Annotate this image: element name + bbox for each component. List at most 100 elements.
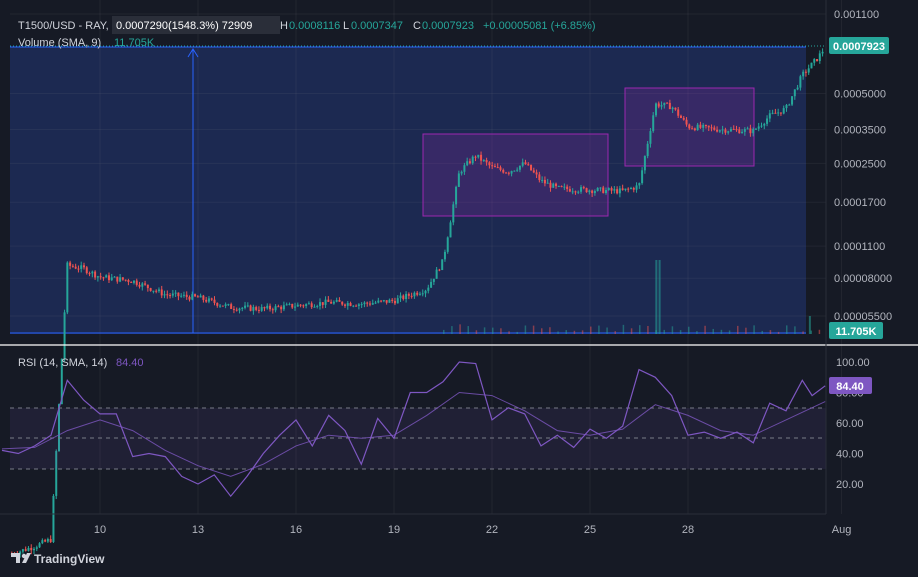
candle-body bbox=[169, 295, 172, 297]
volume-bar bbox=[761, 330, 763, 334]
candle-body bbox=[416, 292, 419, 295]
candle-body bbox=[399, 295, 402, 299]
candle-body bbox=[124, 279, 127, 281]
candle-body bbox=[235, 309, 238, 311]
candle-body bbox=[543, 179, 546, 184]
candle-body bbox=[682, 117, 685, 120]
candle-body bbox=[480, 154, 483, 161]
candle-body bbox=[60, 358, 63, 405]
range-box-1[interactable] bbox=[422, 133, 609, 217]
candle-body bbox=[196, 296, 199, 298]
candle-body bbox=[557, 185, 560, 187]
candle-body bbox=[30, 547, 33, 551]
candle-body bbox=[552, 183, 555, 188]
candle-body bbox=[271, 309, 274, 311]
candle-body bbox=[530, 164, 533, 171]
candle-body bbox=[638, 183, 641, 186]
volume-bar bbox=[769, 330, 772, 334]
candle-body bbox=[810, 62, 813, 69]
candle-body bbox=[729, 128, 732, 132]
legend-volume-label[interactable]: Volume (SMA, 9) bbox=[18, 37, 101, 49]
candle-body bbox=[241, 307, 244, 309]
candle-body bbox=[435, 269, 438, 279]
volume-bar bbox=[728, 330, 731, 334]
candle-body bbox=[752, 128, 755, 134]
candle-body bbox=[763, 123, 766, 126]
price-tick-label: 0.0005000 bbox=[834, 88, 886, 100]
candle-body bbox=[407, 293, 410, 296]
candle-body bbox=[46, 539, 49, 542]
candle-body bbox=[782, 108, 785, 114]
candle-body bbox=[507, 172, 510, 174]
candle-body bbox=[621, 188, 624, 190]
candle-body bbox=[230, 304, 233, 309]
candle-body bbox=[380, 300, 383, 302]
candle-body bbox=[238, 308, 241, 311]
candle-body bbox=[110, 277, 113, 281]
candle-body bbox=[69, 262, 72, 266]
price-tick-label: 0.0001700 bbox=[834, 197, 886, 209]
candle-body bbox=[163, 294, 166, 296]
volume-bar bbox=[541, 328, 543, 334]
candle-body bbox=[316, 305, 319, 307]
candle-body bbox=[335, 300, 338, 302]
candle-body bbox=[541, 179, 544, 181]
candle-body bbox=[396, 298, 399, 304]
candle-body bbox=[116, 276, 119, 282]
candle-body bbox=[119, 277, 122, 282]
time-axis[interactable]: 10 13 16 19 22 25 28 Aug bbox=[94, 524, 851, 536]
candle-body bbox=[468, 161, 471, 164]
candle-body bbox=[438, 269, 441, 271]
candle-body bbox=[566, 186, 569, 190]
candle-body bbox=[713, 127, 716, 130]
rsi-tick-label: 60.00 bbox=[836, 418, 864, 430]
candle-body bbox=[246, 305, 249, 307]
candle-body bbox=[735, 129, 738, 131]
candle-body bbox=[788, 104, 791, 106]
candle-body bbox=[568, 189, 571, 192]
candle-body bbox=[793, 89, 796, 97]
volume-bar bbox=[777, 331, 780, 334]
tradingview-logo-icon bbox=[11, 553, 20, 563]
candle-body bbox=[538, 174, 541, 181]
candle-body bbox=[460, 171, 463, 174]
candle-body bbox=[194, 294, 197, 297]
volume-bar bbox=[745, 327, 747, 334]
rsi-legend-label[interactable]: RSI (14, SMA, 14) bbox=[18, 357, 107, 369]
candle-body bbox=[588, 190, 591, 193]
candle-body bbox=[41, 540, 44, 544]
candle-body bbox=[299, 304, 302, 306]
candle-body bbox=[274, 306, 277, 311]
candle-body bbox=[455, 186, 458, 205]
legend-close-label: C bbox=[413, 20, 421, 32]
candle-body bbox=[488, 162, 491, 166]
tradingview-logo[interactable]: TradingView bbox=[11, 552, 105, 566]
volume-bar bbox=[573, 330, 576, 334]
volume-bar bbox=[508, 331, 510, 334]
candle-body bbox=[85, 267, 88, 274]
volume-bar bbox=[818, 329, 821, 334]
candle-body bbox=[549, 182, 552, 188]
price-badge-text: 0.0007923 bbox=[833, 41, 885, 53]
candle-body bbox=[310, 303, 313, 308]
volume-bar bbox=[671, 326, 674, 334]
candle-body bbox=[263, 307, 266, 309]
candle-body bbox=[779, 112, 782, 114]
volume-bar bbox=[663, 329, 665, 334]
candle-body bbox=[424, 290, 427, 294]
candle-body bbox=[505, 172, 508, 174]
measure-arrow-head bbox=[187, 48, 199, 58]
candle-body bbox=[94, 271, 97, 278]
candle-body bbox=[232, 308, 235, 310]
legend-symbol[interactable]: T1500/USD - RAY, bbox=[18, 20, 109, 32]
candle-body bbox=[321, 302, 324, 305]
candle-body bbox=[294, 306, 297, 308]
rsi-legend-value: 84.40 bbox=[116, 357, 144, 369]
candle-body bbox=[563, 186, 566, 188]
candle-body bbox=[618, 188, 621, 194]
candle-body bbox=[585, 188, 588, 193]
price-axis[interactable]: 0.001100 0.0005000 0.0003500 0.0002500 0.000… bbox=[834, 9, 892, 323]
candle-body bbox=[702, 125, 705, 128]
